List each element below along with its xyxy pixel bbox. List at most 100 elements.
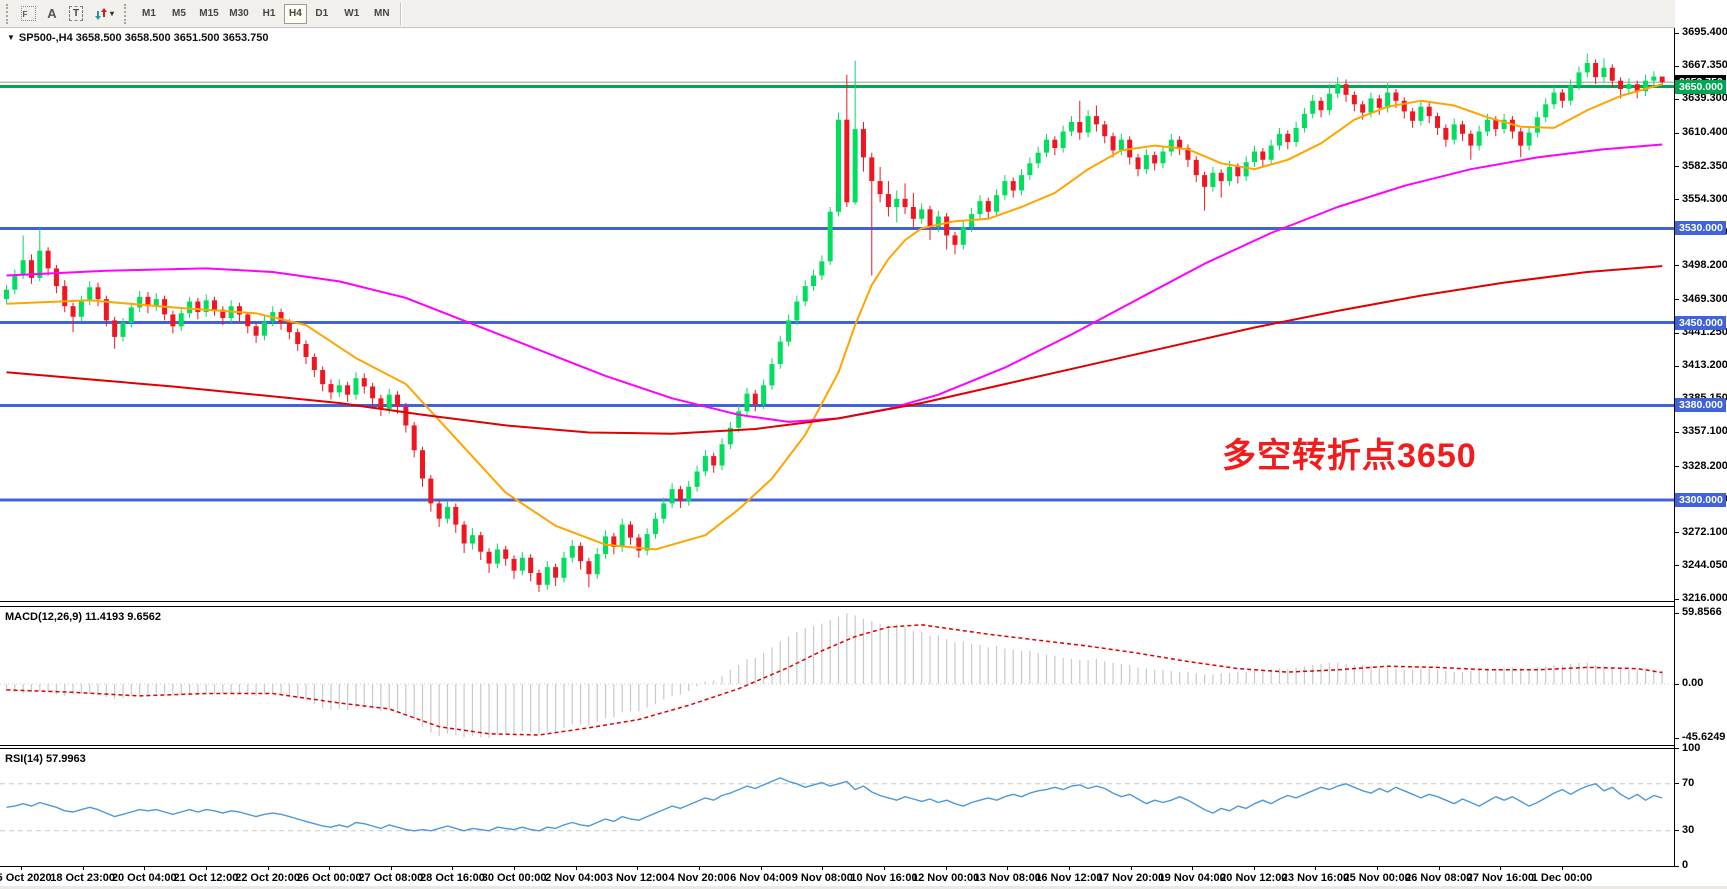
indicators-tool-icon[interactable]: ▾	[88, 3, 120, 25]
price-scale[interactable]: 3695.400 3667.350 3639.300 3610.400 3582.350…	[1675, 0, 1727, 889]
timeframe-button-h1[interactable]: H1	[262, 7, 276, 19]
scale-tick-label: 100	[1682, 741, 1701, 754]
time-tick-label: 26 Nov 08:00	[1405, 872, 1473, 884]
scale-tick-label: 3582.350	[1682, 159, 1727, 172]
time-tick-mark	[1438, 867, 1440, 870]
time-tick-mark	[760, 867, 762, 870]
scale-tick-label: 0	[1682, 859, 1689, 871]
scale-tick-label: 3610.400	[1682, 126, 1727, 139]
letter-t-boxed-icon: T	[68, 6, 84, 21]
toolbar-grip[interactable]	[124, 3, 130, 24]
timeframe-button-mn[interactable]: MN	[374, 7, 390, 19]
time-tick-mark	[452, 867, 454, 870]
toolbar-grip[interactable]	[6, 3, 12, 24]
scale-tick-label: 0.00	[1682, 677, 1704, 689]
time-tick-mark	[82, 867, 84, 870]
chart-annotation-text: 多空转折点3650	[1222, 437, 1477, 475]
time-tick-mark	[637, 867, 639, 870]
time-tick-label: 23 Nov 16:00	[1281, 872, 1350, 884]
symbol-ohlc-label: ▼ SP500-,H4 3658.500 3658.500 3651.500 36…	[7, 32, 268, 44]
timeframe-button-d1[interactable]: D1	[315, 7, 329, 19]
scale-tick-mark	[1675, 865, 1679, 867]
panel-border	[0, 866, 1675, 867]
time-tick-label: 21 Oct 12:00	[173, 872, 239, 884]
time-tick-mark	[1500, 867, 1502, 870]
scale-tick-mark	[1675, 748, 1679, 749]
time-tick-label: 9 Nov 08:00	[791, 872, 853, 884]
time-tick-label: 6 Nov 04:00	[730, 872, 792, 884]
timeframe-button-h4[interactable]: H4	[284, 3, 307, 24]
hline-price-label: 3650.000	[1675, 79, 1726, 94]
hline-price-label: 3300.000	[1675, 492, 1726, 507]
letter-a-icon: A	[47, 6, 57, 21]
time-tick-label: 22 Oct 20:00	[235, 872, 300, 884]
scale-tick-label: 3554.300	[1682, 192, 1727, 205]
hline-price-label: 3380.000	[1675, 398, 1726, 413]
text-label-tool-icon[interactable]: T	[64, 3, 88, 25]
scale-tick-label: 3695.400	[1682, 26, 1727, 38]
time-tick-mark	[1253, 867, 1255, 870]
timeframe-button-m5[interactable]: M5	[172, 7, 186, 19]
scale-tick-mark	[1675, 132, 1679, 134]
timeframe-button-m30[interactable]: M30	[229, 7, 249, 19]
time-tick-mark	[575, 867, 577, 870]
scale-tick-mark	[1675, 830, 1679, 832]
time-tick-label: 3 Nov 12:00	[606, 872, 668, 884]
dotted-frame-icon: F	[20, 6, 36, 21]
rsi-indicator-label: RSI(14) 57.9963	[5, 753, 86, 765]
window-edge	[0, 886, 1727, 889]
scale-tick-mark	[1675, 783, 1679, 785]
timeframe-button-m1[interactable]: M1	[142, 7, 156, 19]
scale-tick-mark	[1675, 365, 1679, 367]
time-tick-mark	[1192, 867, 1194, 870]
time-tick-label: 25 Nov 00:00	[1343, 872, 1411, 884]
time-tick-label: 28 Oct 16:00	[420, 872, 485, 884]
time-tick-mark	[1562, 867, 1563, 870]
toolbar-separator	[399, 2, 401, 25]
ma-fast-orange	[6, 83, 1663, 551]
time-tick-mark	[329, 867, 331, 870]
time-tick-label: 2 Nov 04:00	[545, 872, 607, 884]
time-tick-mark	[267, 867, 269, 870]
symbol-ohlc-text: SP500-,H4 3658.500 3658.500 3651.500 365…	[18, 32, 269, 44]
hline-price-label: 3530.000	[1675, 221, 1726, 236]
hline-price-label: 3450.000	[1675, 315, 1726, 330]
scale-tick-mark	[1675, 466, 1679, 467]
macd-indicator-panel[interactable]	[0, 607, 1727, 745]
scale-tick-mark	[1675, 166, 1679, 167]
panel-border	[0, 601, 1675, 602]
time-tick-label: 30 Oct 00:00	[481, 872, 547, 884]
time-tick-label: 27 Oct 08:00	[358, 872, 424, 884]
time-tick-label: 17 Nov 20:00	[1096, 872, 1165, 884]
time-tick-mark	[390, 867, 392, 870]
font-tool-icon[interactable]: A	[40, 3, 64, 25]
scale-tick-mark	[1675, 332, 1679, 334]
time-tick-label: 12 Nov 00:00	[911, 872, 980, 884]
time-tick-mark	[205, 867, 207, 870]
symbol-collapse-icon[interactable]: ▼	[7, 33, 15, 42]
toolbar: F A T ▾ M1 M5 M15 M30 H1 H4 D1 W1 MN	[0, 0, 1727, 28]
rsi-indicator-panel[interactable]	[0, 749, 1727, 866]
scale-tick-mark	[1675, 199, 1679, 201]
time-tick-mark	[1130, 867, 1132, 870]
time-tick-label: 13 Nov 08:00	[973, 872, 1041, 884]
scale-tick-mark	[1675, 612, 1679, 614]
time-tick-mark	[1007, 867, 1009, 870]
timeframe-button-w1[interactable]: W1	[344, 7, 360, 19]
time-tick-mark	[883, 867, 885, 870]
time-tick-mark	[1315, 867, 1317, 870]
main-price-chart[interactable]	[0, 28, 1727, 601]
scale-tick-label: 3469.300	[1682, 292, 1727, 305]
scale-tick-label: 3244.050	[1682, 558, 1727, 571]
time-tick-mark	[699, 867, 701, 870]
scale-tick-mark	[1675, 598, 1679, 600]
scale-tick-mark	[1675, 683, 1679, 685]
time-tick-mark	[1377, 867, 1379, 870]
macd-signal-line	[6, 624, 1663, 736]
candles	[4, 53, 1665, 592]
scale-tick-label: 3272.100	[1682, 525, 1727, 538]
frame-f-tool-icon[interactable]: F	[16, 3, 40, 25]
time-tick-mark	[1068, 867, 1070, 870]
timeframe-button-m15[interactable]: M15	[199, 7, 219, 19]
